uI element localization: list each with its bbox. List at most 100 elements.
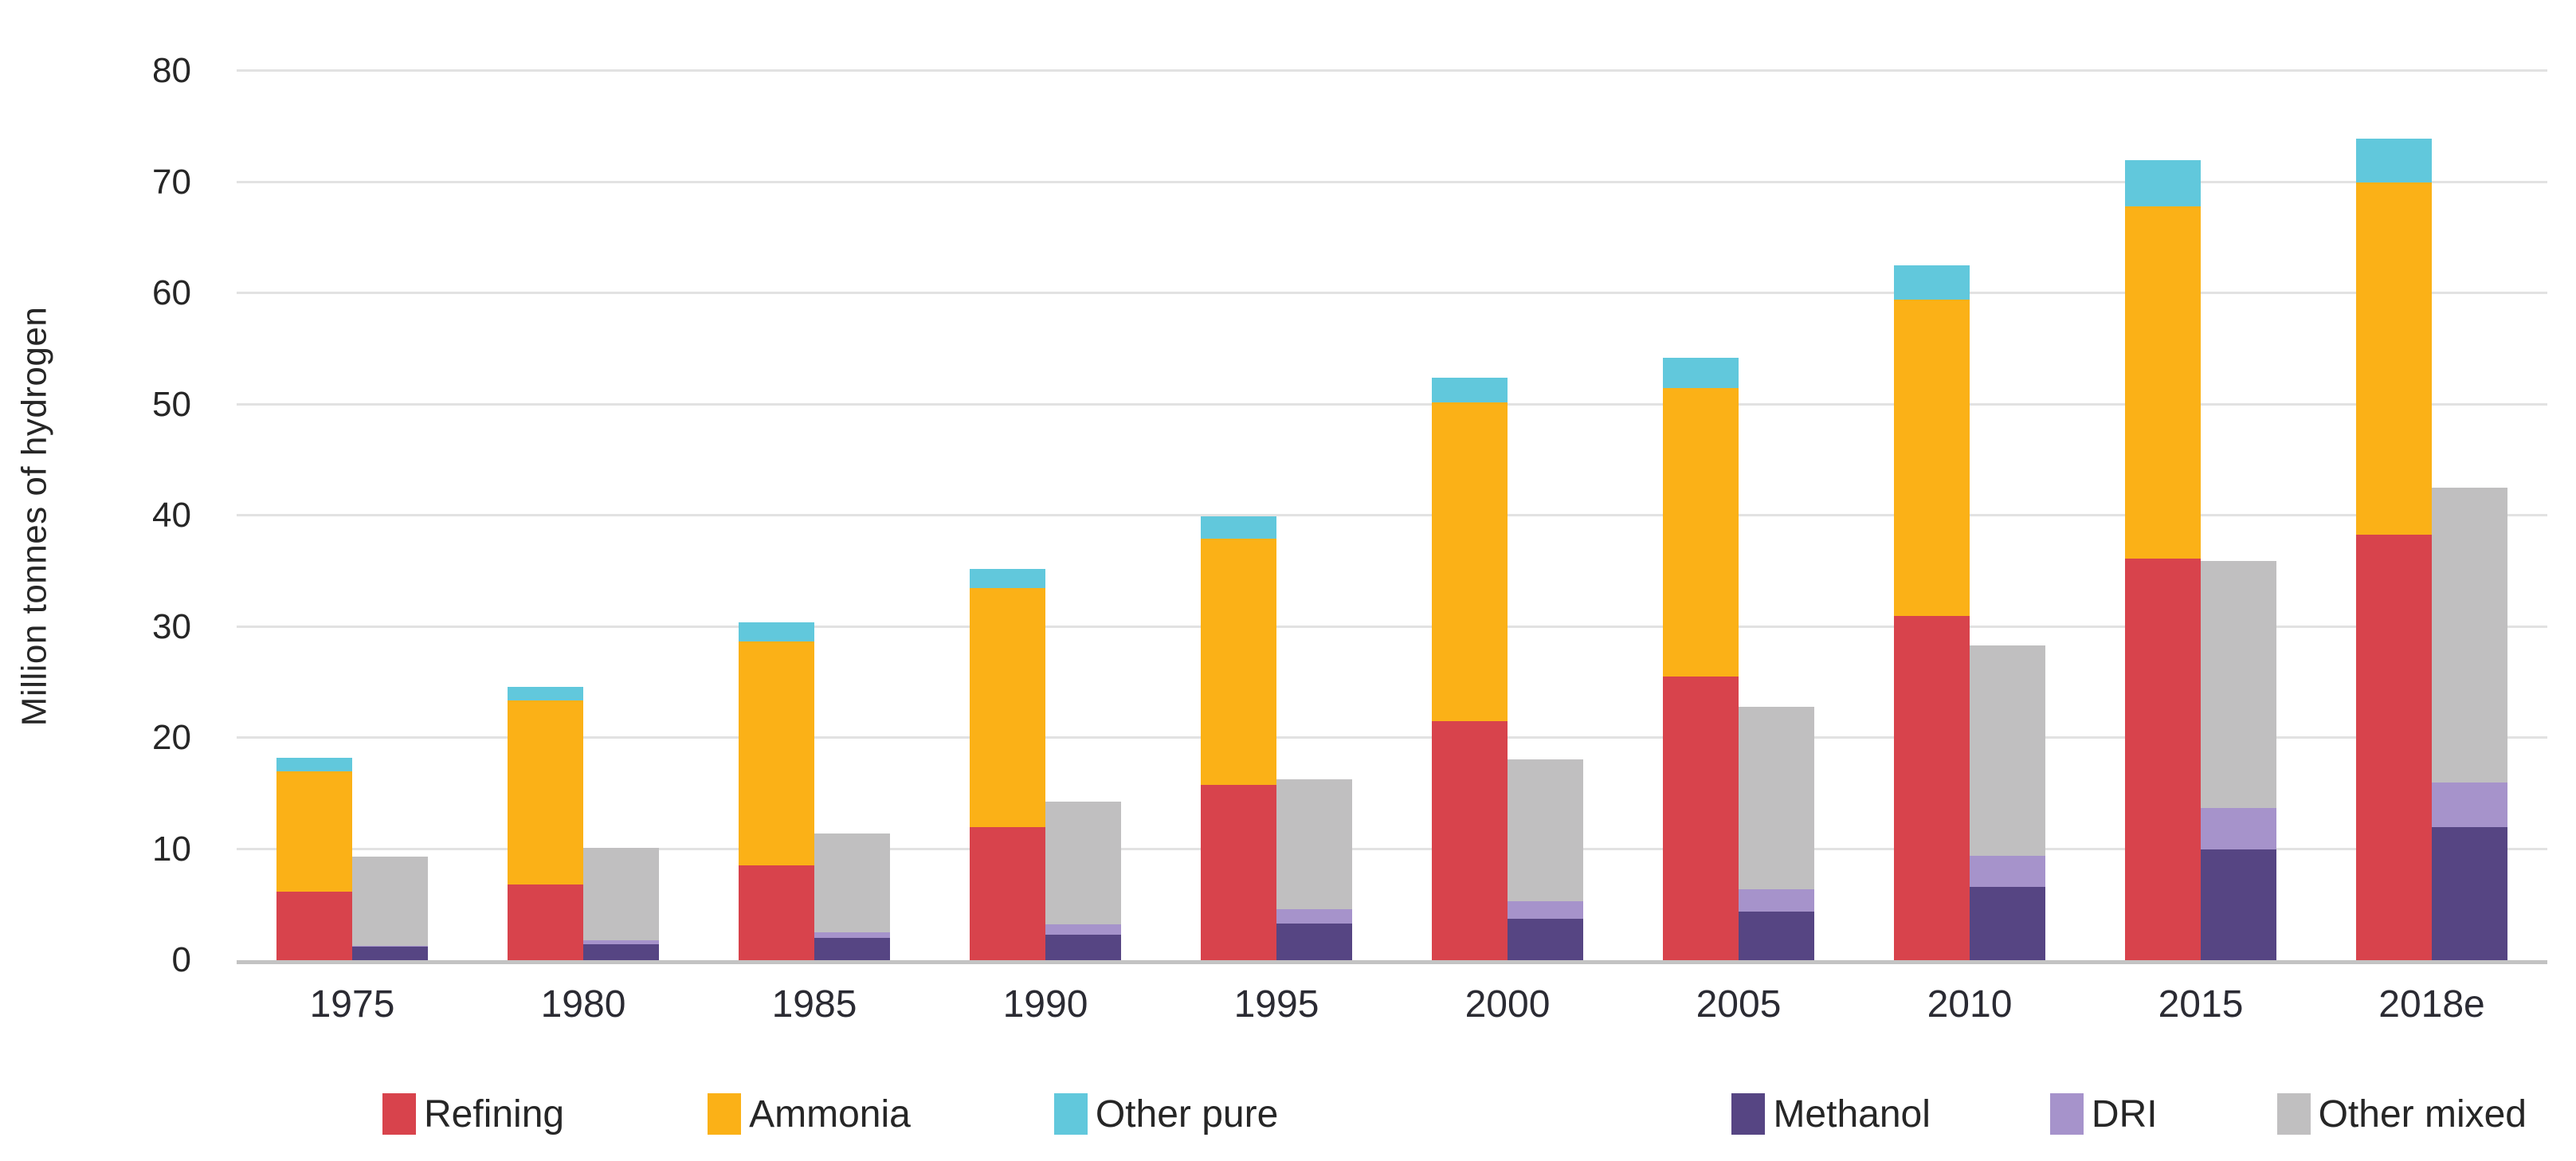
segment-refining-1990: [970, 826, 1045, 960]
segment-dri-1985: [814, 932, 890, 939]
x-label-1990: 1990: [1002, 983, 1088, 1026]
legend-item-methanol: Methanol: [1731, 1092, 1931, 1136]
segment-dri-2010: [1970, 855, 2045, 887]
segment-other-mixed-2018e: [2432, 488, 2507, 782]
stack-pure-1990: [970, 568, 1045, 960]
bar-group-1990: 1990: [930, 71, 1161, 1026]
x-label-1985: 1985: [771, 983, 857, 1026]
gridline-10: [237, 847, 2547, 850]
bar-group-2000: 2000: [1392, 71, 1623, 1026]
stack-pure-2010: [1894, 265, 1970, 960]
segment-ammonia-1990: [970, 587, 1045, 827]
segment-methanol-2000: [1508, 919, 1583, 960]
segment-other-pure-2010: [1894, 265, 1970, 300]
legend-cluster-mixed: Methanol DRI Other mixed: [1731, 1092, 2527, 1136]
segment-refining-1975: [276, 891, 352, 960]
segment-other-pure-1980: [508, 686, 583, 700]
segment-other-mixed-1980: [583, 848, 659, 940]
x-label-2010: 2010: [1927, 983, 2013, 1026]
segment-dri-1990: [1045, 924, 1121, 935]
segment-refining-1980: [508, 884, 583, 960]
bars-row: 1975 1980 1985 1990 1995 2000 2005 2010 2015 2018…: [237, 71, 2547, 1026]
legend-swatch-methanol: [1731, 1093, 1766, 1135]
segment-methanol-2018e: [2432, 826, 2507, 960]
stack-mixed-2000: [1508, 759, 1583, 960]
legend: Refining Ammonia Other pure Methanol DRI Oth…: [0, 1082, 2576, 1146]
segment-dri-2015: [2201, 807, 2276, 849]
stack-mixed-1990: [1045, 801, 1121, 960]
gridline-40: [237, 514, 2547, 516]
y-axis-title: Million tonnes of hydrogen: [14, 306, 53, 727]
y-tick-70: 70: [152, 162, 191, 202]
segment-ammonia-1985: [739, 641, 814, 866]
plot-area: 1975 1980 1985 1990 1995 2000 2005 2010 2015 2018…: [237, 69, 2547, 1026]
gridline-60: [237, 292, 2547, 294]
legend-label-refining: Refining: [424, 1092, 565, 1136]
segment-ammonia-2015: [2125, 206, 2201, 559]
y-tick-60: 60: [152, 273, 191, 312]
segment-methanol-1980: [583, 944, 659, 960]
segment-ammonia-1980: [508, 700, 583, 885]
segment-other-mixed-2015: [2201, 561, 2276, 808]
stack-pure-1995: [1201, 516, 1276, 960]
gridline-50: [237, 402, 2547, 406]
bar-group-2010: 2010: [1854, 71, 2085, 1026]
bar-group-1995: 1995: [1161, 71, 1392, 1026]
bar-group-1975: 1975: [237, 71, 468, 1026]
stack-mixed-2018e: [2432, 488, 2507, 960]
segment-ammonia-2010: [1894, 300, 1970, 616]
x-label-2015: 2015: [2158, 983, 2244, 1026]
gridline-20: [237, 736, 2547, 739]
segment-dri-1980: [583, 939, 659, 945]
stack-pure-1975: [276, 758, 352, 960]
stack-mixed-2005: [1739, 706, 1814, 960]
legend-label-methanol: Methanol: [1773, 1092, 1931, 1136]
bar-group-1985: 1985: [699, 71, 930, 1026]
stack-mixed-1995: [1276, 779, 1352, 960]
segment-other-mixed-1990: [1045, 801, 1121, 925]
segment-refining-1985: [739, 865, 814, 960]
segment-methanol-1975: [352, 947, 428, 960]
bar-group-2005: 2005: [1623, 71, 1854, 1026]
segment-ammonia-2005: [1663, 387, 1739, 677]
segment-methanol-2010: [1970, 886, 2045, 960]
segment-other-mixed-1975: [352, 857, 428, 946]
segment-ammonia-2000: [1432, 402, 1508, 722]
stack-pure-1985: [739, 622, 814, 960]
stack-mixed-2010: [1970, 645, 2045, 960]
segment-other-pure-1990: [970, 568, 1045, 588]
y-tick-40: 40: [152, 496, 191, 535]
gridline-70: [237, 180, 2547, 183]
stack-mixed-1980: [583, 848, 659, 960]
segment-methanol-1985: [814, 938, 890, 960]
segment-other-mixed-1985: [814, 833, 890, 933]
legend-label-other-mixed: Other mixed: [2318, 1092, 2527, 1136]
legend-item-refining: Refining: [382, 1092, 564, 1136]
segment-other-mixed-2000: [1508, 759, 1583, 902]
x-label-2000: 2000: [1464, 983, 1551, 1026]
segment-dri-1975: [352, 945, 428, 947]
stack-pure-2000: [1432, 378, 1508, 960]
segment-methanol-1995: [1276, 923, 1352, 960]
segment-ammonia-1995: [1201, 539, 1276, 785]
segment-other-pure-2005: [1663, 357, 1739, 388]
gridline-30: [237, 625, 2547, 628]
segment-refining-2018e: [2356, 534, 2432, 960]
stack-pure-1980: [508, 686, 583, 960]
stack-mixed-1975: [352, 857, 428, 960]
segment-dri-2000: [1508, 901, 1583, 920]
legend-cluster-pure: Refining Ammonia Other pure: [382, 1092, 1278, 1136]
bar-group-1980: 1980: [468, 71, 699, 1026]
legend-label-ammonia: Ammonia: [749, 1092, 911, 1136]
segment-other-pure-2015: [2125, 159, 2201, 207]
legend-swatch-refining: [382, 1093, 416, 1135]
x-label-1975: 1975: [309, 983, 395, 1026]
segment-other-pure-2000: [1432, 378, 1508, 402]
legend-label-other-pure: Other pure: [1095, 1092, 1279, 1136]
segment-other-mixed-1995: [1276, 779, 1352, 909]
legend-swatch-other-mixed: [2276, 1093, 2311, 1135]
segment-ammonia-1975: [276, 771, 352, 892]
segment-refining-2000: [1432, 721, 1508, 960]
stack-mixed-2015: [2201, 561, 2276, 960]
y-tick-20: 20: [152, 718, 191, 757]
